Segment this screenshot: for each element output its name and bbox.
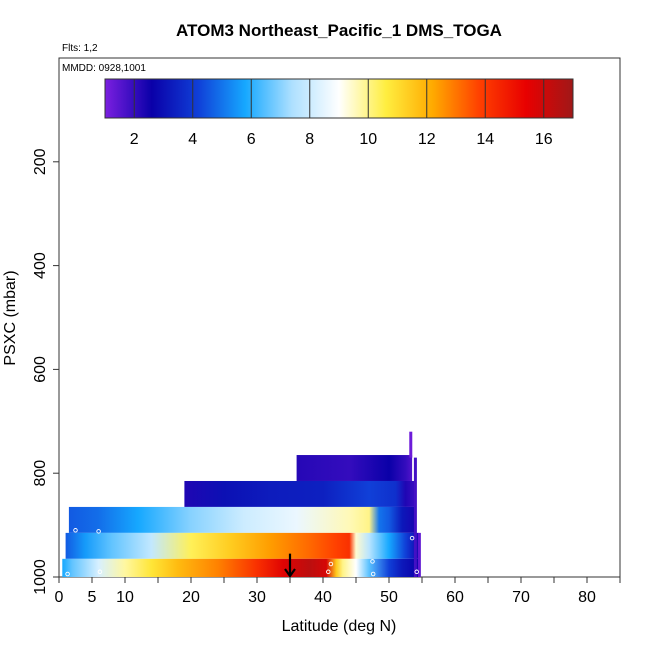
x-tick-label: 60	[446, 589, 464, 606]
x-tick-label: 30	[248, 589, 266, 606]
sample-marker	[370, 571, 376, 577]
y-tick-label: 1000	[32, 559, 49, 595]
colorbar: 2 4 6 8 10 12 14 16	[104, 78, 574, 148]
colorbar-tick-label: 10	[359, 131, 377, 148]
sample-marker	[73, 528, 78, 533]
sample-marker	[96, 529, 101, 534]
sample-marker	[409, 535, 415, 541]
profile-bar	[413, 457, 417, 577]
colorbar-tick-label: 2	[130, 131, 139, 148]
x-axis: 0 5 10 20 30 40 50 60 70 80	[55, 577, 621, 606]
profile-bar	[417, 532, 421, 577]
x-tick-label: 80	[578, 589, 596, 606]
x-tick-label: 50	[380, 589, 398, 606]
colorbar-tick-label: 8	[305, 131, 314, 148]
colorbar-tick-label: 14	[476, 131, 494, 148]
sample-marker	[414, 569, 419, 575]
profile-bars	[409, 431, 421, 577]
x-tick-label: 5	[88, 589, 97, 606]
x-tick-label: 10	[116, 589, 134, 606]
y-tick-label: 400	[32, 252, 49, 279]
sample-marker	[370, 559, 375, 564]
y-axis-label: PSXC (mbar)	[2, 270, 19, 365]
data-band	[296, 455, 413, 481]
position-arrow	[284, 553, 296, 578]
colorbar-tick-label: 16	[535, 131, 553, 148]
colorbar-ticks: 2 4 6 8 10 12 14 16	[130, 79, 553, 148]
x-tick-label: 40	[314, 589, 332, 606]
x-tick-label: 0	[55, 589, 64, 606]
chart-title: ATOM3 Northeast_Pacific_1 DMS_TOGA	[176, 21, 502, 40]
colorbar-tick-label: 4	[188, 131, 197, 148]
flights-label: Flts: 1,2	[62, 43, 98, 54]
y-tick-label: 200	[32, 148, 49, 175]
x-tick-label: 70	[512, 589, 530, 606]
x-tick-label: 20	[182, 589, 200, 606]
data-band	[68, 506, 416, 533]
data-bands	[62, 455, 419, 577]
data-band	[184, 480, 416, 507]
y-axis: 200 400 600 800 1000	[32, 148, 59, 595]
sample-marker	[328, 561, 334, 567]
arrow-head	[284, 568, 296, 578]
sample-marker	[326, 569, 331, 575]
y-tick-label: 800	[32, 460, 49, 487]
y-tick-label: 600	[32, 356, 49, 383]
sample-marker	[97, 569, 103, 575]
sample-markers	[65, 528, 419, 577]
profile-bar	[409, 431, 413, 458]
data-band	[65, 532, 419, 559]
sample-marker	[65, 571, 70, 577]
dates-label: MMDD: 0928,1001	[62, 63, 146, 74]
colorbar-tick-label: 6	[247, 131, 256, 148]
data-band	[62, 558, 419, 577]
colorbar-gradient	[104, 78, 574, 119]
x-axis-label: Latitude (deg N)	[282, 618, 397, 635]
colorbar-tick-label: 12	[418, 131, 436, 148]
